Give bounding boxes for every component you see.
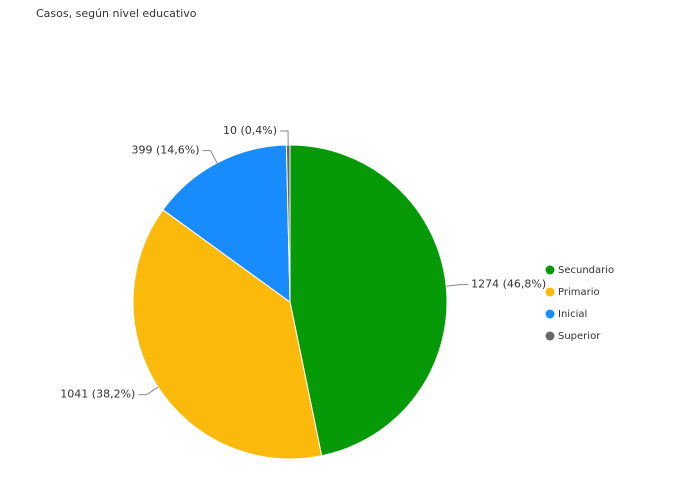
pie-slice [289, 144, 448, 457]
legend-label: Secundario [558, 265, 614, 276]
leader-line [138, 386, 159, 396]
pie-slice [132, 209, 323, 460]
legend-marker [545, 331, 555, 341]
legend-label: Inicial [558, 309, 587, 320]
leader-line [202, 150, 218, 164]
data-label: 399 (14,6%) [132, 144, 200, 157]
leader-line [446, 284, 469, 287]
pie-slice [285, 144, 291, 303]
data-label: 1274 (46,8%) [471, 278, 546, 291]
legend-label: Superior [558, 331, 601, 342]
data-label: 1041 (38,2%) [60, 388, 135, 401]
legend-marker [545, 265, 555, 275]
chart-title: Casos, según nivel educativo [36, 7, 197, 20]
legend-label: Primario [558, 287, 600, 298]
pie-slice [162, 144, 291, 303]
data-label: 10 (0,4%) [223, 124, 277, 137]
legend-marker [545, 309, 555, 319]
legend-marker [545, 287, 555, 297]
leader-line [280, 130, 289, 146]
